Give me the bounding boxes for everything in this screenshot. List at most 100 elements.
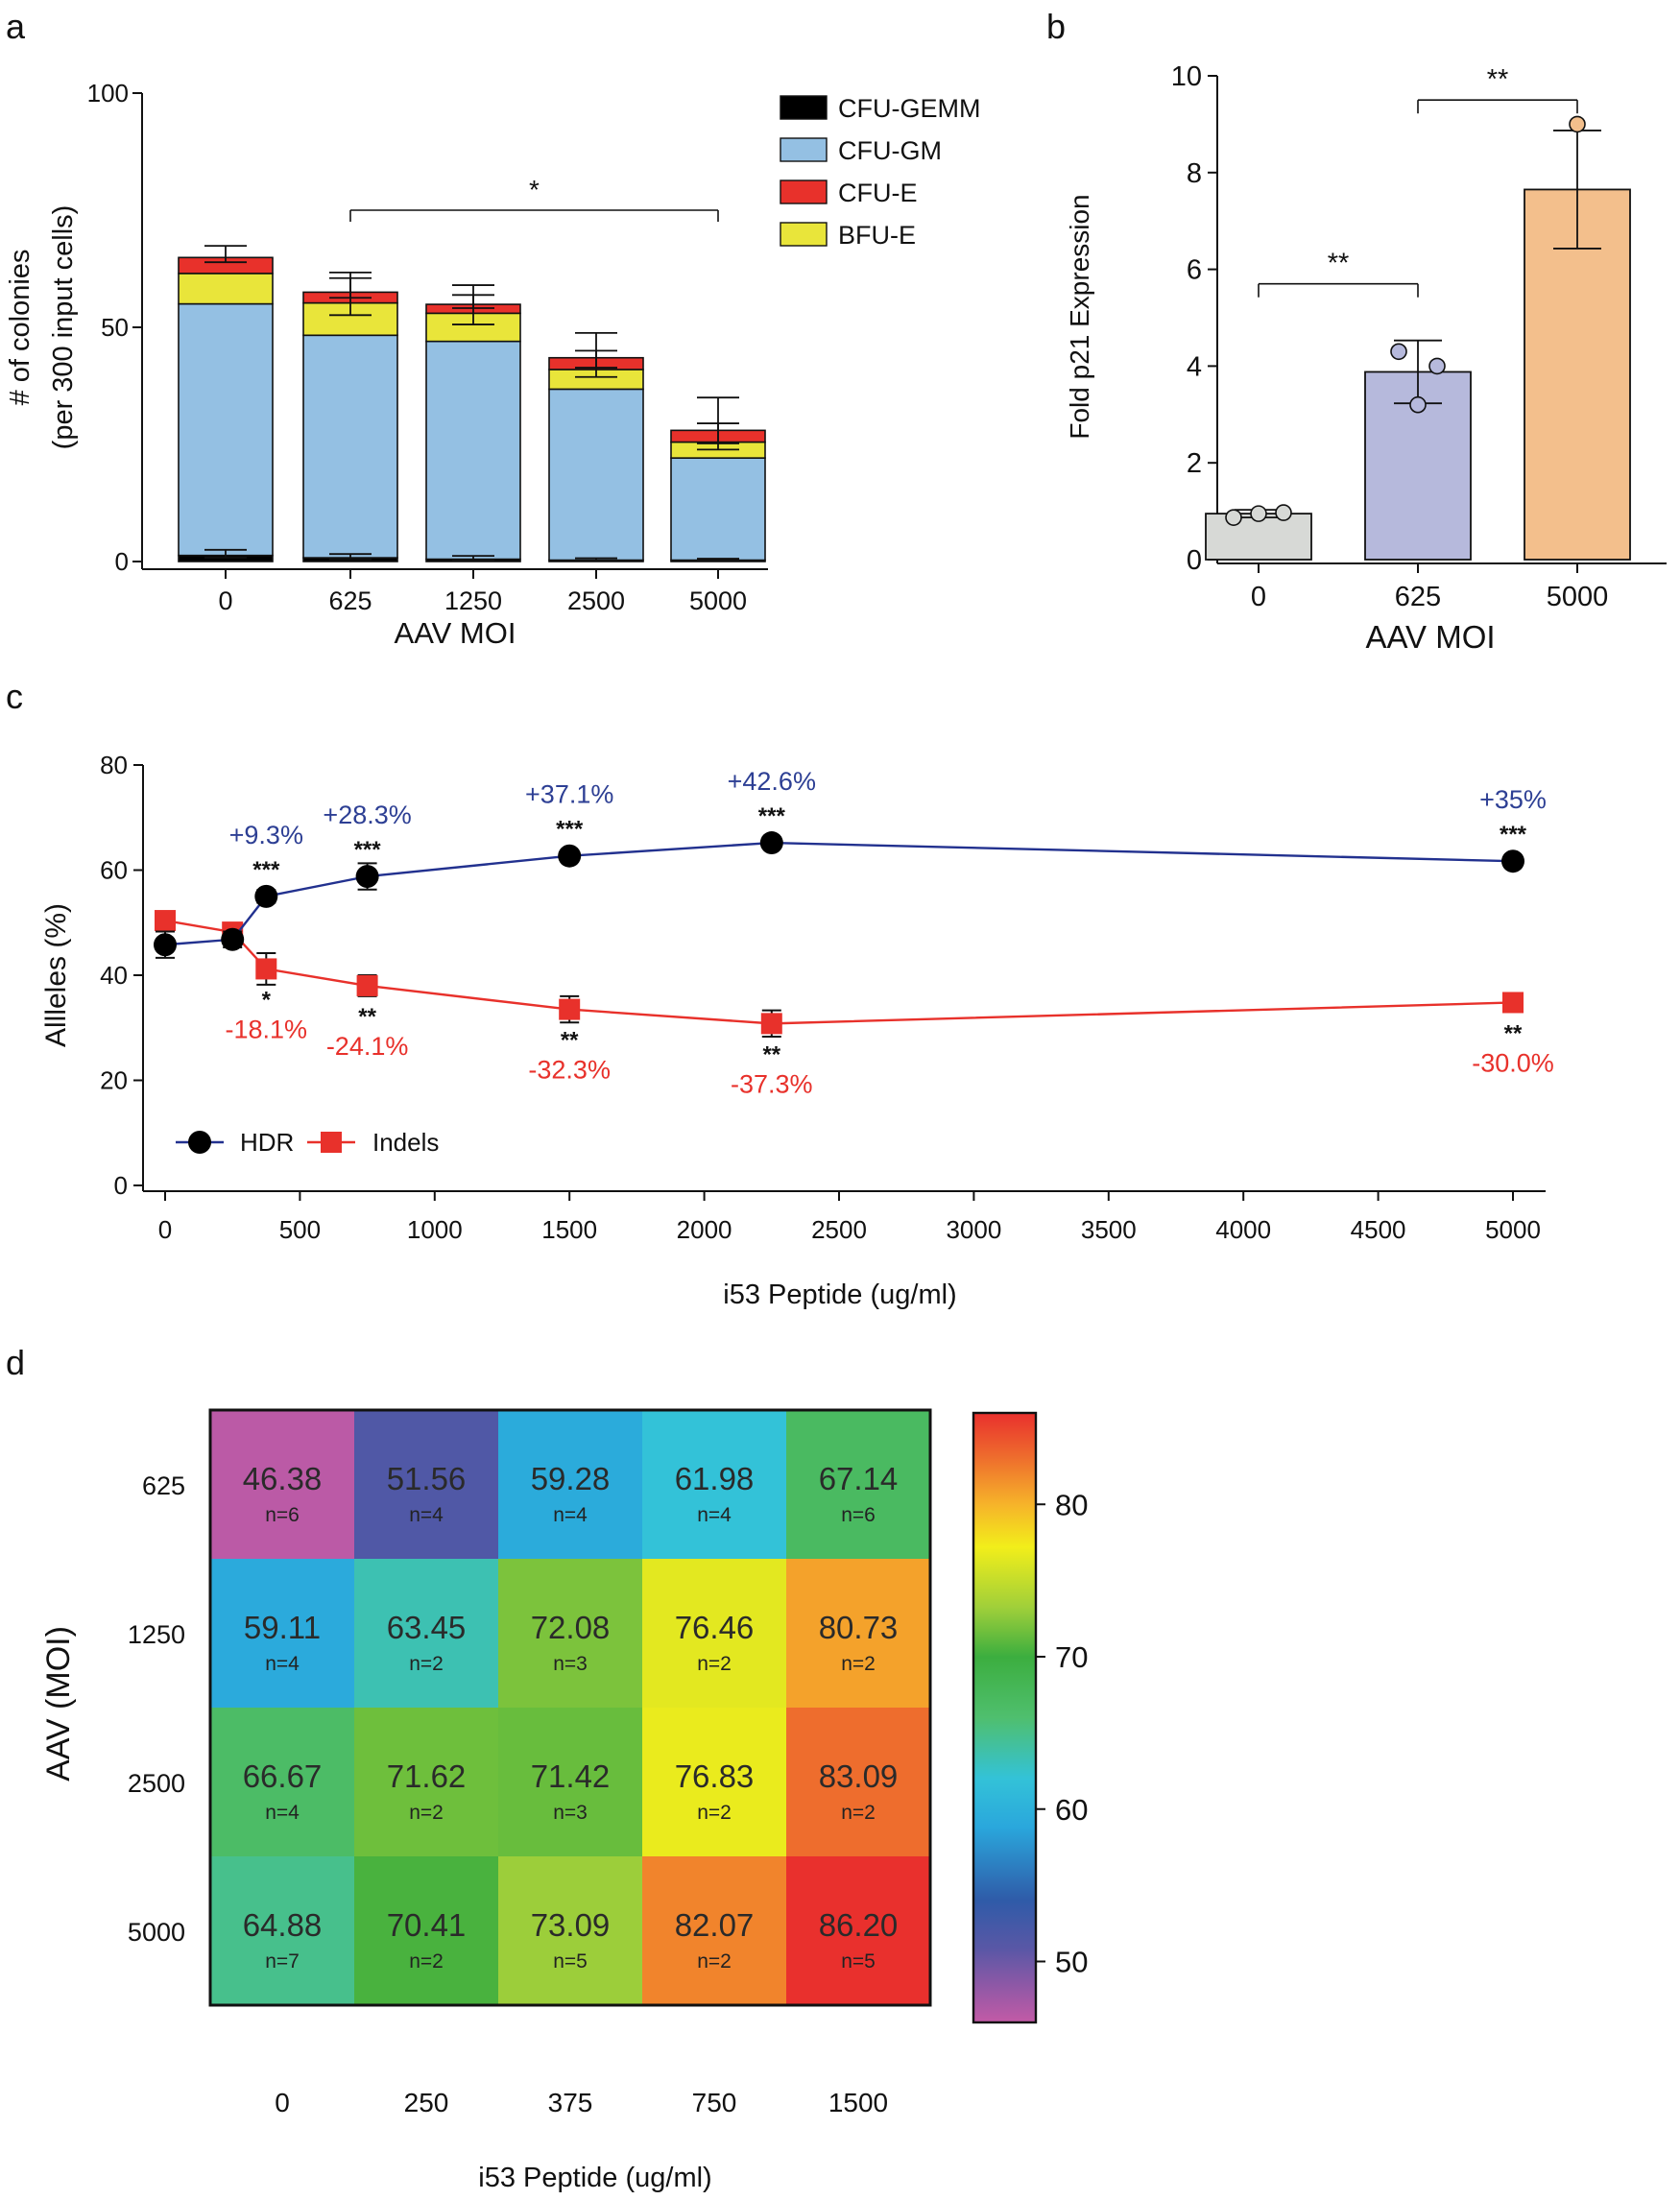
row-label: 625: [142, 1471, 185, 1500]
hdr-percent-change: +28.3%: [323, 801, 411, 829]
x-tick-label: 5000: [1547, 582, 1609, 612]
hdr-point: [254, 884, 278, 908]
hdr-significance: ***: [354, 837, 382, 863]
bar-segment-bfu-e: [178, 273, 274, 305]
heatmap-n: n=3: [553, 1802, 588, 1824]
y-tick-label: 100: [87, 79, 129, 108]
hdr-significance: ***: [1500, 822, 1527, 848]
y-tick-label: 0: [1187, 545, 1202, 576]
heatmap-value: 76.83: [675, 1758, 755, 1794]
hdr-point: [759, 831, 783, 855]
colorbar-tick-label: 60: [1055, 1793, 1088, 1827]
y-tick-label: 20: [100, 1066, 128, 1095]
hdr-point: [558, 844, 582, 868]
heatmap-n: n=2: [409, 1802, 444, 1824]
hdr-percent-change: +37.1%: [525, 780, 613, 809]
heatmap-cell: [210, 1410, 354, 1559]
indels-point: [356, 974, 378, 996]
y-tick-label: 2: [1187, 448, 1202, 479]
x-tick-label: 2500: [811, 1215, 867, 1244]
heatmap-cell: [498, 1559, 642, 1708]
heatmap-n: n=6: [841, 1504, 876, 1526]
indels-significance: *: [262, 987, 272, 1013]
significance-label: **: [1328, 249, 1350, 279]
bar-segment-cfu-gm: [302, 334, 398, 559]
panel-b-bar-chart: 0 2 4 6 8 10 Fold p21 Expression 0 625 5000 ** ** AA…: [1065, 61, 1667, 655]
heatmap-value: 67.14: [819, 1461, 899, 1496]
heatmap-cell: [210, 1559, 354, 1708]
x-tick-label: 625: [1395, 582, 1441, 612]
x-tick-label: 500: [279, 1215, 321, 1244]
data-point: [1409, 395, 1427, 414]
indels-percent-change: -18.1%: [226, 1015, 308, 1043]
heatmap-cell: [354, 1856, 498, 2005]
bar-segment-cfu-gm: [670, 457, 766, 562]
heatmap-cell: [786, 1708, 930, 1856]
x-tick-label: 2500: [567, 586, 625, 615]
x-tick-label: 0: [1251, 582, 1266, 612]
x-tick-label: 1250: [444, 586, 502, 615]
x-tick-label: 1000: [407, 1215, 463, 1244]
legend-label: CFU-GM: [838, 136, 942, 165]
indels-point: [760, 1013, 782, 1035]
x-tick-label: 5000: [689, 586, 747, 615]
heatmap-n: n=4: [265, 1802, 300, 1824]
x-tick-label: 0: [218, 586, 232, 615]
heatmap-cell: [498, 1410, 642, 1559]
x-tick-label: 0: [158, 1215, 172, 1244]
hdr-percent-change: +35%: [1479, 785, 1547, 814]
heatmap-cell: [786, 1856, 930, 2005]
indels-percent-change: -37.3%: [731, 1069, 813, 1098]
heatmap-n: n=2: [841, 1653, 876, 1675]
heatmap-value: 73.09: [531, 1907, 611, 1943]
heatmap-n: n=2: [841, 1802, 876, 1824]
heatmap-value: 64.88: [243, 1907, 323, 1943]
data-point: [1390, 343, 1407, 361]
heatmap-value: 70.41: [387, 1907, 467, 1943]
indels-significance: **: [1504, 1020, 1523, 1046]
column-label: 1500: [828, 2088, 888, 2117]
significance-label: *: [529, 175, 540, 204]
data-point: [1225, 509, 1242, 526]
panel-label-b: b: [1046, 7, 1066, 46]
colorbar-tick-label: 80: [1055, 1488, 1088, 1521]
heatmap-cell: [210, 1856, 354, 2005]
y-tick-label: 40: [100, 961, 128, 990]
legend-label: CFU-GEMM: [838, 94, 980, 123]
panel-c-line-chart: 0 20 40 60 80 0 500 1000 1500 2000 2500 3000 3500 400…: [40, 751, 1554, 1310]
y-axis-label: Fold p21 Expression: [1065, 194, 1094, 439]
heatmap-value: 51.56: [387, 1461, 467, 1496]
hdr-point: [1501, 849, 1524, 873]
heatmap-n: n=5: [553, 1950, 588, 1973]
bar-segment-cfu-gm: [425, 340, 521, 561]
column-label: 250: [404, 2088, 449, 2117]
y-axis-label-2: (per 300 input cells): [48, 205, 79, 450]
heatmap-n: n=5: [841, 1950, 876, 1973]
bar: [1524, 188, 1631, 561]
heatmap-value: 61.98: [675, 1461, 755, 1496]
hdr-significance: ***: [758, 803, 786, 829]
data-point: [1428, 357, 1446, 375]
x-axis-label: AAV MOI: [1365, 619, 1495, 655]
heatmap-value: 80.73: [819, 1610, 899, 1645]
colorbar-tick-label: 50: [1055, 1946, 1088, 1979]
heatmap-value: 59.11: [244, 1610, 321, 1645]
heatmap-cell: [354, 1708, 498, 1856]
x-tick-label: 1500: [541, 1215, 597, 1244]
indels-point: [255, 958, 277, 980]
bar-segment-cfu-gm: [548, 388, 644, 562]
x-tick-label: 5000: [1485, 1215, 1541, 1244]
y-axis-label: Allleles (%): [40, 903, 72, 1047]
heatmap-n: n=4: [265, 1653, 300, 1675]
panel-label-d: d: [6, 1343, 25, 1382]
hdr-significance: ***: [556, 817, 584, 843]
bar-segment-cfu-gm: [178, 302, 274, 557]
legend-swatch: [780, 179, 828, 204]
panel-a-stacked-bar-chart: 0 50 100 # of colonies (per 300 input cells)…: [5, 79, 980, 650]
heatmap-cell: [642, 1708, 786, 1856]
legend-label: CFU-E: [838, 179, 918, 207]
heatmap-n: n=2: [697, 1950, 732, 1973]
x-tick-label: 2000: [677, 1215, 732, 1244]
heatmap-cell: [498, 1856, 642, 2005]
